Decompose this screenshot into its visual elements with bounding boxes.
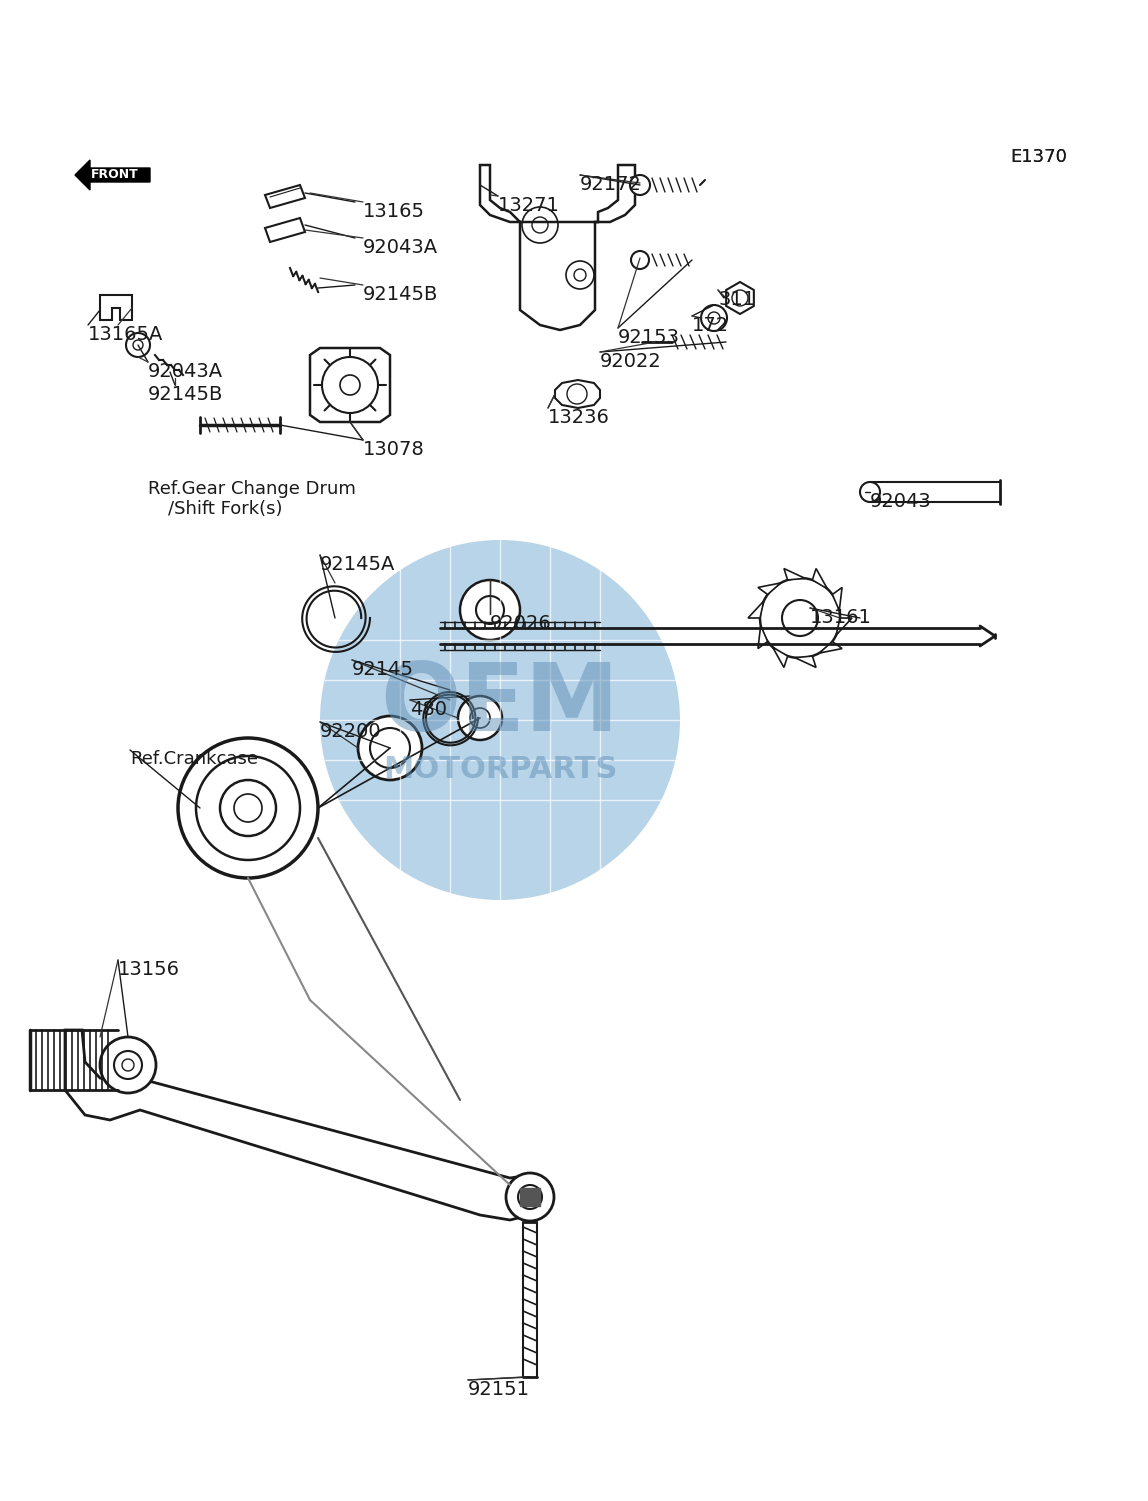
Polygon shape bbox=[748, 600, 763, 618]
Polygon shape bbox=[794, 656, 816, 668]
Text: 172: 172 bbox=[692, 317, 729, 335]
Circle shape bbox=[126, 333, 150, 357]
Text: 92145A: 92145A bbox=[320, 555, 395, 573]
Text: 92151: 92151 bbox=[468, 1379, 530, 1399]
Text: 13165A: 13165A bbox=[88, 326, 163, 344]
Text: 13271: 13271 bbox=[498, 197, 560, 215]
Polygon shape bbox=[832, 587, 843, 611]
Circle shape bbox=[178, 738, 318, 878]
Polygon shape bbox=[265, 185, 305, 209]
Text: Ref.Crankcase: Ref.Crankcase bbox=[130, 750, 258, 769]
Text: E1370: E1370 bbox=[1010, 149, 1066, 167]
Circle shape bbox=[358, 716, 422, 781]
Text: 92153: 92153 bbox=[618, 329, 680, 347]
Circle shape bbox=[133, 341, 144, 350]
Circle shape bbox=[631, 251, 649, 269]
Text: FRONT: FRONT bbox=[91, 168, 139, 182]
Text: 13161: 13161 bbox=[810, 608, 871, 627]
Polygon shape bbox=[554, 380, 600, 408]
Text: 92145B: 92145B bbox=[148, 384, 224, 404]
Circle shape bbox=[701, 305, 727, 332]
Polygon shape bbox=[310, 348, 390, 422]
Text: 92026: 92026 bbox=[490, 614, 552, 633]
Text: E1370: E1370 bbox=[1010, 149, 1066, 167]
Polygon shape bbox=[773, 647, 788, 668]
Text: 13236: 13236 bbox=[548, 408, 610, 426]
Polygon shape bbox=[65, 1030, 545, 1220]
Text: 92145: 92145 bbox=[352, 660, 414, 678]
Polygon shape bbox=[265, 218, 305, 242]
Circle shape bbox=[630, 176, 650, 195]
Circle shape bbox=[100, 1037, 156, 1093]
Circle shape bbox=[320, 540, 680, 901]
Polygon shape bbox=[820, 641, 843, 653]
Text: 480: 480 bbox=[410, 699, 447, 719]
Polygon shape bbox=[813, 569, 828, 588]
Text: 13078: 13078 bbox=[363, 440, 425, 459]
Polygon shape bbox=[480, 165, 635, 330]
Polygon shape bbox=[75, 161, 150, 191]
Polygon shape bbox=[100, 296, 132, 320]
Text: OEM: OEM bbox=[381, 659, 620, 750]
Text: Ref.Gear Change Drum: Ref.Gear Change Drum bbox=[148, 480, 356, 498]
Circle shape bbox=[760, 578, 840, 657]
Polygon shape bbox=[758, 626, 768, 648]
Polygon shape bbox=[758, 582, 781, 594]
Text: 92043: 92043 bbox=[870, 492, 932, 510]
Polygon shape bbox=[727, 282, 754, 314]
Text: 92043A: 92043A bbox=[148, 362, 223, 381]
Circle shape bbox=[506, 1172, 554, 1220]
Text: MOTORPARTS: MOTORPARTS bbox=[382, 755, 618, 785]
Text: 92043A: 92043A bbox=[363, 239, 439, 257]
Text: 92172: 92172 bbox=[580, 176, 642, 194]
Text: /Shift Fork(s): /Shift Fork(s) bbox=[168, 500, 282, 518]
Polygon shape bbox=[520, 1187, 540, 1205]
Circle shape bbox=[458, 696, 502, 740]
Polygon shape bbox=[836, 618, 852, 635]
Text: 13165: 13165 bbox=[363, 203, 425, 221]
Circle shape bbox=[860, 482, 881, 501]
Text: 13156: 13156 bbox=[118, 961, 180, 979]
Text: 92145B: 92145B bbox=[363, 285, 439, 305]
Circle shape bbox=[460, 579, 520, 639]
Polygon shape bbox=[784, 569, 805, 579]
Text: 92200: 92200 bbox=[320, 722, 381, 741]
Text: 92022: 92022 bbox=[600, 353, 661, 371]
Circle shape bbox=[321, 357, 378, 413]
Text: 311: 311 bbox=[718, 290, 755, 309]
